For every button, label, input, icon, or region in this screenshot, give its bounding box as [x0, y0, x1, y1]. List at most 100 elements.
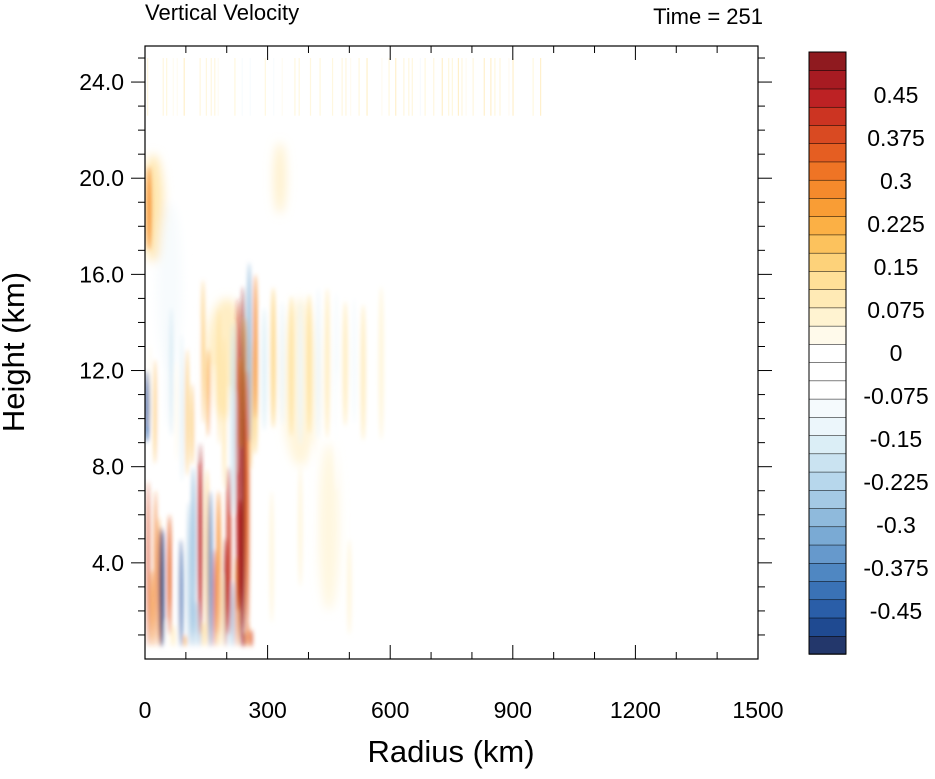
colorbar-segment: [808, 580, 847, 601]
updraft-core: [198, 442, 203, 635]
downdraft-core: [191, 466, 196, 635]
wave-band-up: [360, 304, 366, 441]
strat-stripe: [319, 58, 321, 116]
colorbar-segment: [808, 234, 847, 254]
colorbar-segment: [808, 142, 847, 163]
colorbar-segment: [808, 179, 847, 199]
strat-stripe: [192, 58, 194, 116]
wave-band-down: [387, 302, 393, 437]
colorbar-segment: [808, 544, 847, 564]
x-tick-label: 600: [371, 697, 409, 723]
y-tick-label: 8.0: [92, 454, 124, 480]
strat-stripe: [345, 58, 347, 116]
colorbar-label: -0.15: [870, 426, 922, 452]
updraft-core: [236, 298, 241, 611]
strat-stripe: [314, 58, 316, 116]
strat-stripe: [309, 58, 312, 116]
mid-updraft: [222, 336, 226, 490]
updraft-streak: [224, 538, 227, 647]
strat-stripe: [411, 58, 413, 116]
strat-stripe: [294, 58, 296, 116]
downdraft-streak: [194, 601, 198, 647]
updraft-core: [245, 370, 250, 635]
x-tick-label: 1500: [732, 697, 783, 723]
strat-stripe: [205, 58, 207, 116]
strat-stripe: [298, 58, 300, 116]
field-streaks: [145, 166, 393, 647]
colorbar-segment: [808, 434, 847, 455]
strat-stripe: [532, 58, 534, 116]
colorbar-segment: [808, 398, 847, 418]
colorbar-segment: [808, 343, 847, 363]
y-tick-label: 24.0: [79, 69, 124, 95]
strat-stripe: [451, 58, 453, 116]
updraft-streak: [183, 634, 187, 647]
wave-band-up: [270, 287, 276, 429]
strat-stripe: [328, 58, 330, 116]
mid-updraft: [148, 344, 152, 427]
strat-stripe: [540, 58, 542, 116]
strat-stripe: [403, 58, 405, 116]
strat-stripe: [476, 58, 478, 116]
downdraft-streak: [231, 580, 235, 647]
strat-stripe: [465, 58, 467, 116]
colorbar-segment: [808, 635, 847, 655]
wave-band-down: [351, 297, 357, 425]
strat-stripe: [341, 58, 343, 116]
colorbar-segment: [808, 288, 847, 309]
strat-stripe: [264, 58, 266, 116]
strat-stripe: [217, 58, 219, 116]
weak-wave: [269, 490, 274, 623]
wave-band-down: [369, 307, 375, 452]
colorbar-segment: [808, 380, 847, 400]
mid-downdraft: [159, 345, 162, 475]
axes: 0 300 600 900 1200 1500 4.0 8.0 12.0 16.0 20.0 24.0: [79, 46, 784, 723]
downdraft-core: [208, 490, 213, 647]
colorbar-segment: [808, 161, 847, 181]
colorbar-segment: [808, 471, 847, 491]
downdraft-streak: [165, 619, 168, 647]
mid-downdraft: [228, 384, 232, 460]
wave-band-down: [261, 307, 267, 431]
colorbar: 0.45 0.375 0.3 0.225 0.15 0.075 0 -0.075 -0.15 -0…: [808, 51, 929, 655]
colorbar-segment: [808, 416, 847, 436]
mid-downdraft: [169, 307, 173, 436]
strat-stripe: [508, 58, 510, 116]
updraft-streak: [205, 468, 209, 647]
colorbar-segment: [808, 489, 847, 509]
strat-stripe: [350, 58, 352, 116]
strat-stripe: [433, 58, 435, 116]
colorbar-segment: [808, 526, 847, 546]
colorbar-segment: [808, 507, 847, 528]
y-tick-label: 16.0: [79, 261, 124, 287]
strat-stripe: [483, 58, 485, 116]
weak-wave: [347, 538, 352, 635]
strat-stripe: [441, 58, 443, 116]
updraft-streak: [154, 490, 157, 647]
mid-updraft: [217, 308, 221, 445]
strat-stripe: [358, 58, 360, 116]
wave-band-up: [378, 286, 384, 440]
x-tick-label: 900: [494, 697, 532, 723]
colorbar-segment: [808, 197, 847, 217]
y-tick-label: 12.0: [79, 358, 124, 384]
colorbar-segment: [808, 617, 847, 637]
weak-wave: [281, 538, 286, 635]
colorbar-segment: [808, 51, 847, 71]
strat-stripe: [490, 58, 492, 116]
updraft-core: [241, 286, 246, 647]
diffuse-updraft: [318, 442, 340, 611]
downdraft-core: [231, 322, 235, 515]
colorbar-segment: [808, 453, 847, 473]
downdraft-core: [145, 370, 150, 443]
strat-stripe: [234, 58, 236, 116]
strat-stripe: [336, 58, 338, 116]
colorbar-label: 0.3: [880, 168, 912, 194]
strat-stripe: [388, 58, 390, 116]
strat-stripe: [331, 58, 334, 116]
strat-stripe: [153, 58, 156, 116]
strat-stripe: [162, 58, 164, 116]
mid-updraft: [175, 360, 178, 462]
mid-updraft: [206, 348, 210, 437]
